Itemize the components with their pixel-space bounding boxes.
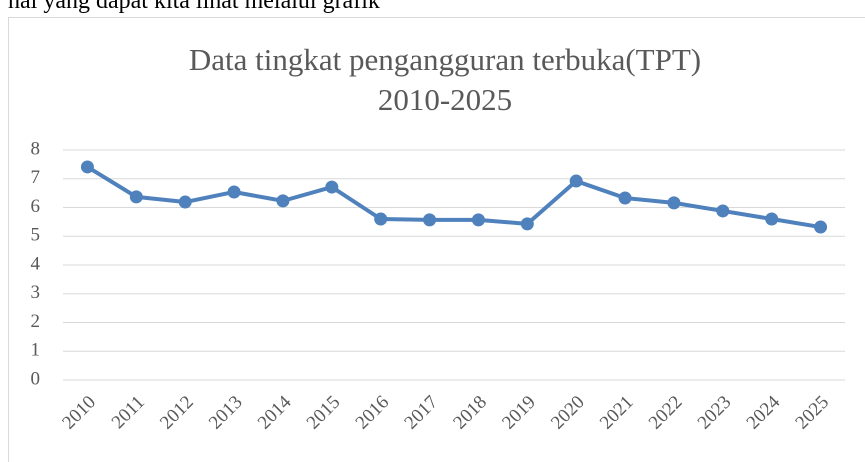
header-text: hal yang dapat kita lihat melalui grafik bbox=[8, 0, 380, 14]
y-tick-label: 4 bbox=[31, 253, 41, 274]
data-point bbox=[325, 180, 339, 194]
data-point bbox=[129, 190, 143, 204]
y-tick-label: 8 bbox=[31, 138, 41, 159]
data-point bbox=[569, 174, 583, 188]
y-tick-label: 5 bbox=[31, 225, 41, 246]
data-point bbox=[423, 213, 437, 227]
data-point bbox=[276, 194, 290, 208]
data-point bbox=[716, 204, 730, 218]
y-tick-label: 7 bbox=[31, 167, 41, 188]
data-line bbox=[86, 165, 821, 230]
data-point bbox=[471, 213, 485, 227]
data-point bbox=[227, 185, 241, 199]
data-point bbox=[80, 160, 94, 174]
y-tick-label: 1 bbox=[31, 340, 41, 361]
y-tick-label: 3 bbox=[31, 282, 41, 303]
data-point bbox=[765, 212, 779, 226]
data-point bbox=[667, 196, 681, 210]
y-tick-label: 2 bbox=[31, 311, 41, 332]
y-tick-label: 6 bbox=[31, 196, 41, 217]
chart-title: 2010-2025 bbox=[378, 82, 512, 117]
y-tick-label: 0 bbox=[31, 368, 41, 389]
data-point bbox=[814, 220, 828, 234]
data-point bbox=[520, 217, 534, 231]
chart-title: Data tingkat pengangguran terbuka(TPT) bbox=[189, 42, 701, 77]
data-point bbox=[374, 212, 388, 226]
chart-frame bbox=[8, 17, 865, 462]
data-point bbox=[618, 191, 632, 205]
data-point bbox=[178, 195, 192, 209]
